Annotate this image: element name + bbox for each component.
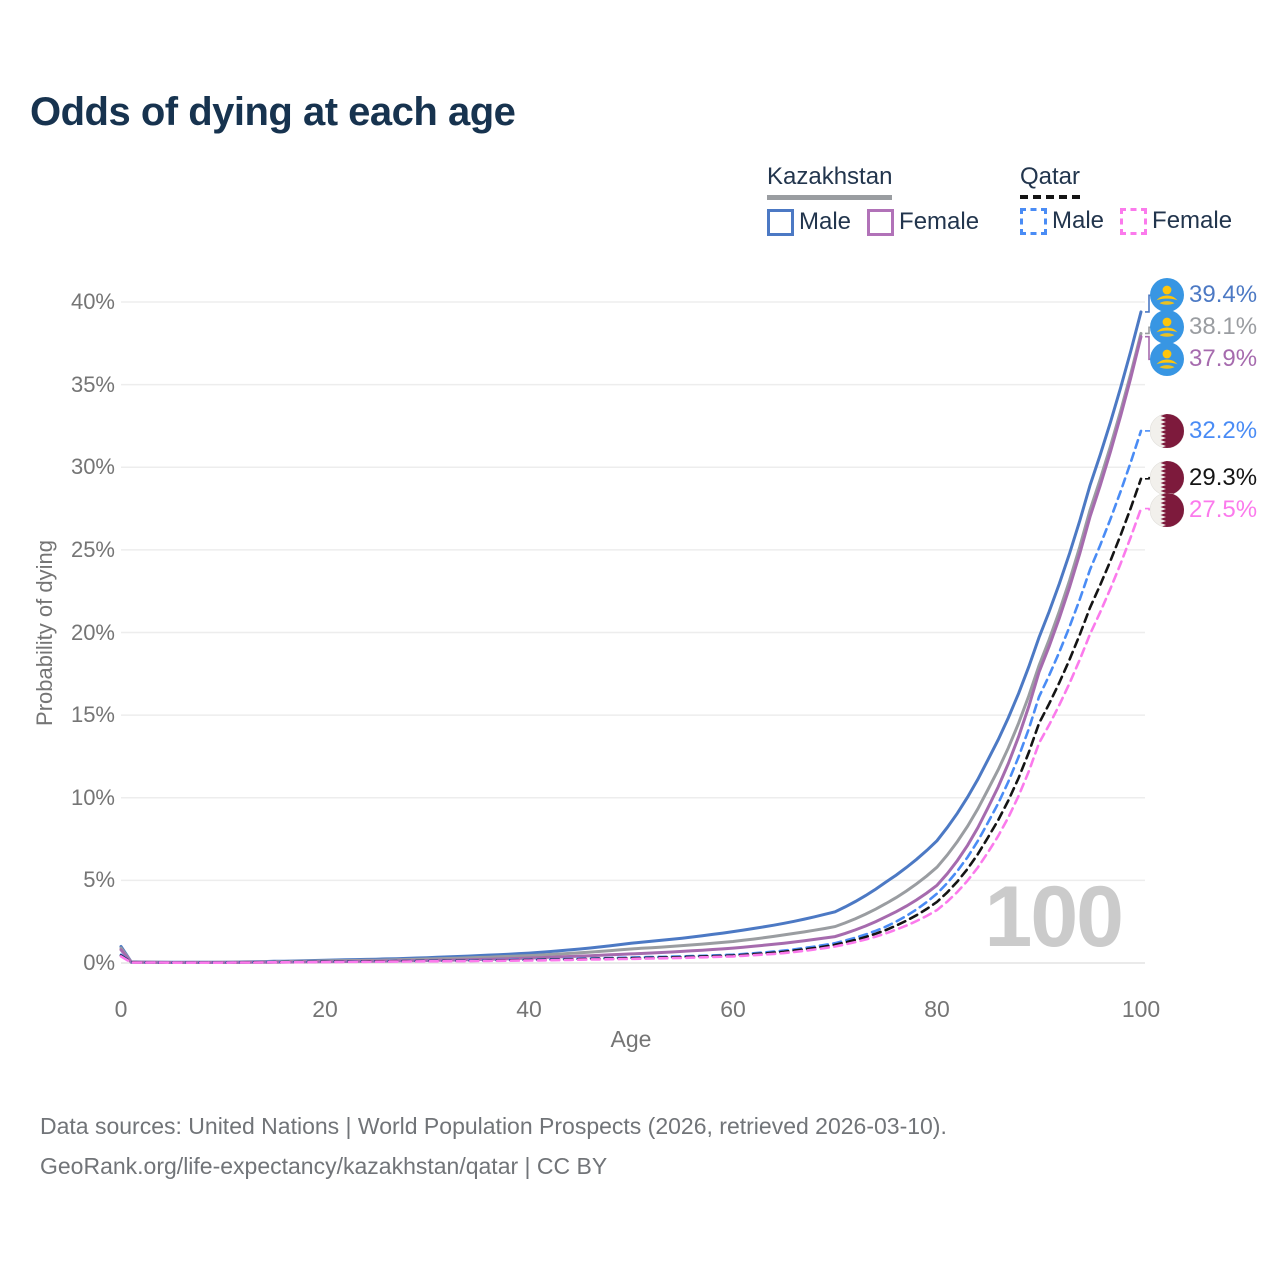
end-label-qatar-both: 29.3% [1150, 461, 1257, 495]
qatar-female-swatch-icon [1120, 207, 1148, 235]
legend-item-qatar-male[interactable]: Male [1020, 207, 1104, 235]
y-tick-label: 5% [83, 867, 115, 893]
y-tick-label: 20% [70, 619, 115, 645]
kazakhstan-flag-icon [1150, 342, 1184, 377]
end-label-qatar-female: 27.5% [1150, 493, 1257, 527]
x-tick-label: 0 [114, 996, 128, 1022]
end-label-value: 27.5% [1189, 495, 1258, 523]
legend-item-kazakhstan-male[interactable]: Male [767, 208, 851, 236]
end-label-value: 29.3% [1189, 463, 1258, 491]
series-line-qatar-female[interactable] [119, 507, 1143, 964]
end-label-value: 39.4% [1189, 281, 1258, 309]
kazakhstan-male-swatch-icon [767, 208, 794, 236]
qatar-flag-icon [1150, 493, 1184, 527]
legend-item-qatar-female[interactable]: Female [1120, 207, 1232, 235]
kazakhstan-flag-icon [1150, 310, 1184, 345]
legend-label: Female [899, 208, 980, 235]
qatar-flag-icon [1150, 461, 1184, 495]
end-label-kazakhstan-male: 39.4% [1150, 278, 1258, 313]
end-label-value: 38.1% [1189, 313, 1258, 341]
series-line-kazakhstan-female[interactable] [119, 335, 1143, 964]
y-tick-label: 30% [70, 454, 115, 480]
age-watermark: 100 [984, 869, 1124, 965]
series-line-kazakhstan-male[interactable] [119, 310, 1143, 964]
end-label-kazakhstan-female: 37.9% [1150, 342, 1258, 377]
y-tick-label: 25% [70, 536, 115, 562]
x-tick-label: 20 [312, 996, 338, 1022]
x-tick-label: 80 [924, 996, 950, 1022]
legend-label: Male [1052, 207, 1105, 234]
kazakhstan-flag-icon [1150, 278, 1184, 313]
footer: Data sources: United Nations | World Pop… [40, 1106, 947, 1186]
x-axis-title: Age [610, 1026, 652, 1052]
legend-group-qatar: Qatar Male Female [1020, 163, 1232, 235]
x-tick-label: 40 [516, 996, 542, 1022]
end-label-value: 37.9% [1189, 345, 1258, 373]
legend-group-kazakhstan: Kazakhstan Male Female [767, 163, 979, 236]
legend-label: Female [1152, 207, 1233, 234]
footer-data-sources: Data sources: United Nations | World Pop… [40, 1113, 947, 1139]
legend-item-kazakhstan-female[interactable]: Female [867, 208, 979, 236]
x-tick-label: 60 [720, 996, 746, 1022]
y-tick-label: 40% [70, 289, 115, 314]
end-label-kazakhstan-both: 38.1% [1150, 310, 1258, 345]
y-tick-label: 10% [70, 784, 115, 810]
qatar-flag-icon [1150, 414, 1184, 448]
end-label-value: 32.2% [1189, 416, 1258, 444]
y-tick-label: 35% [70, 371, 115, 397]
legend-country-qatar[interactable]: Qatar [1020, 163, 1081, 199]
page-title: Odds of dying at each age [30, 90, 516, 134]
legend-country-kazakhstan[interactable]: Kazakhstan [767, 163, 893, 200]
end-label-qatar-male: 32.2% [1150, 414, 1257, 448]
qatar-male-swatch-icon [1020, 207, 1047, 235]
legend-label: Male [799, 208, 852, 235]
x-tick-label: 100 [1121, 996, 1161, 1022]
gridlines [121, 301, 1145, 964]
y-tick-label: 0% [83, 950, 115, 975]
series-line-qatar-both-sexes-[interactable] [119, 477, 1143, 965]
footer-attribution: GeoRank.org/life-expectancy/kazakhstan/q… [40, 1153, 608, 1179]
y-tick-label: 15% [70, 702, 115, 728]
kazakhstan-female-swatch-icon [867, 208, 895, 236]
